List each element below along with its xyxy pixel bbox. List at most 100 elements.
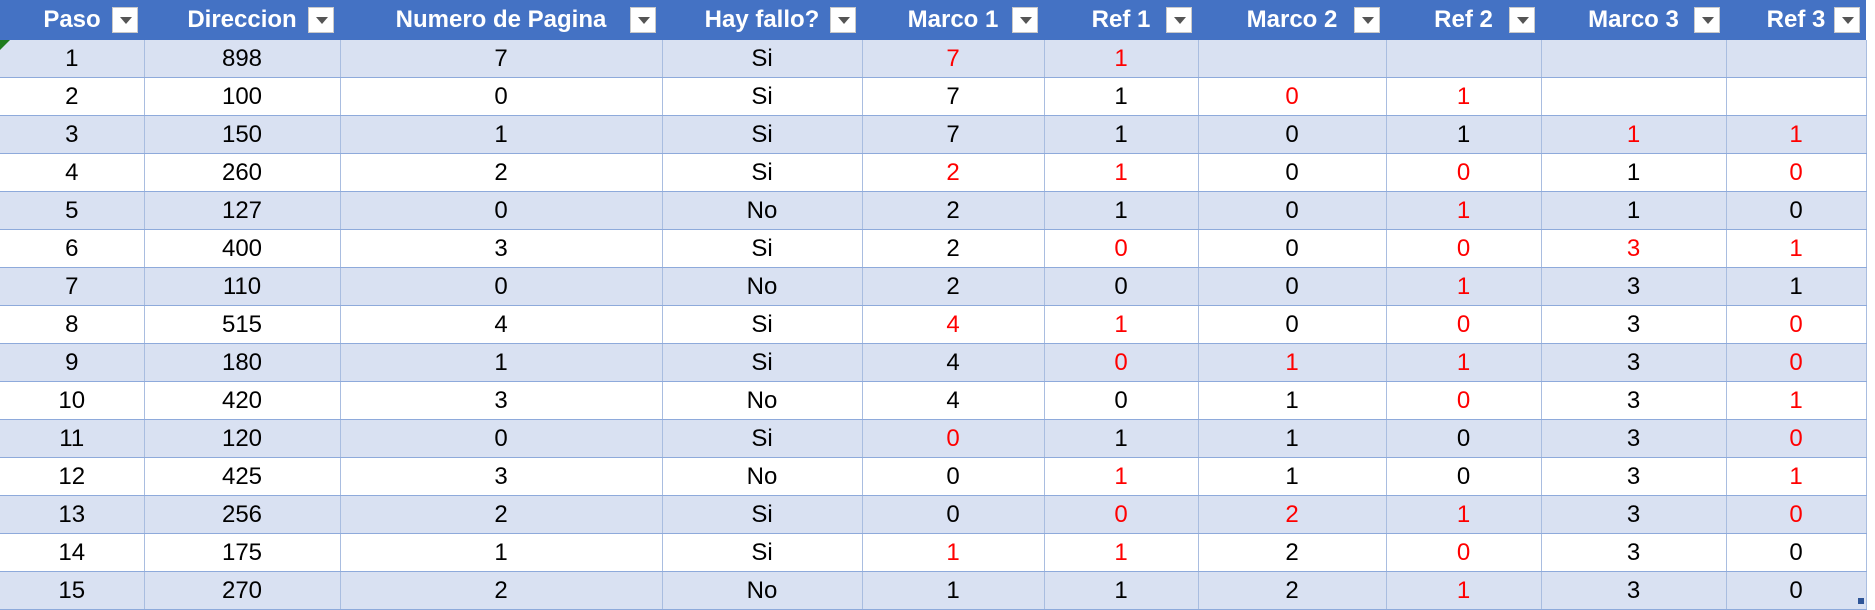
table-cell[interactable]: 150: [144, 115, 341, 154]
table-cell[interactable]: 2: [862, 229, 1045, 268]
table-cell[interactable]: 1: [1726, 457, 1867, 496]
table-cell[interactable]: 1: [340, 343, 663, 382]
table-cell[interactable]: 0: [1726, 533, 1867, 572]
table-cell[interactable]: 1: [1386, 571, 1542, 610]
table-cell[interactable]: Si: [662, 305, 863, 344]
table-cell[interactable]: Si: [662, 229, 863, 268]
table-cell[interactable]: 0: [862, 495, 1045, 534]
table-cell[interactable]: No: [662, 381, 863, 420]
column-header-paso[interactable]: Paso: [0, 0, 144, 40]
filter-dropdown-icon[interactable]: [308, 7, 334, 33]
table-cell[interactable]: 5: [0, 191, 145, 230]
table-cell[interactable]: 1: [1044, 115, 1199, 154]
filter-dropdown-icon[interactable]: [830, 7, 856, 33]
table-cell[interactable]: 7: [862, 77, 1045, 116]
table-cell[interactable]: 2: [1198, 533, 1387, 572]
table-cell[interactable]: 3: [1541, 381, 1727, 420]
table-cell[interactable]: 1: [1386, 267, 1542, 306]
table-cell[interactable]: 260: [144, 153, 341, 192]
table-cell[interactable]: 1: [1541, 153, 1727, 192]
table-cell[interactable]: 1: [1541, 191, 1727, 230]
table-cell[interactable]: Si: [662, 343, 863, 382]
table-cell[interactable]: [1386, 40, 1542, 78]
table-cell[interactable]: [1541, 77, 1727, 116]
table-cell[interactable]: 0: [1386, 381, 1542, 420]
table-cell[interactable]: 1: [1044, 153, 1199, 192]
table-cell[interactable]: 2: [862, 191, 1045, 230]
filter-dropdown-icon[interactable]: [1012, 7, 1038, 33]
table-cell[interactable]: Si: [662, 419, 863, 458]
table-cell[interactable]: 2: [862, 267, 1045, 306]
table-cell[interactable]: 1: [1726, 115, 1867, 154]
table-cell[interactable]: 3: [1541, 571, 1727, 610]
table-cell[interactable]: Si: [662, 533, 863, 572]
table-cell[interactable]: 0: [1726, 495, 1867, 534]
table-cell[interactable]: [1726, 40, 1867, 78]
table-cell[interactable]: 2: [862, 153, 1045, 192]
column-header-marco-1[interactable]: Marco 1: [862, 0, 1044, 40]
table-cell[interactable]: 0: [1386, 229, 1542, 268]
table-cell[interactable]: No: [662, 571, 863, 610]
table-cell[interactable]: 1: [1726, 381, 1867, 420]
table-cell[interactable]: 0: [1198, 115, 1387, 154]
column-header-marco-2[interactable]: Marco 2: [1198, 0, 1386, 40]
table-resize-handle[interactable]: [1858, 598, 1864, 604]
filter-dropdown-icon[interactable]: [112, 7, 138, 33]
column-header-marco-3[interactable]: Marco 3: [1541, 0, 1726, 40]
table-cell[interactable]: 1: [1044, 533, 1199, 572]
table-cell[interactable]: 3: [1541, 495, 1727, 534]
table-cell[interactable]: 1: [862, 533, 1045, 572]
table-cell[interactable]: 0: [1726, 305, 1867, 344]
column-header-hay-fallo[interactable]: Hay fallo?: [662, 0, 862, 40]
table-cell[interactable]: 6: [0, 229, 145, 268]
table-cell[interactable]: Si: [662, 153, 863, 192]
table-cell[interactable]: 0: [340, 77, 663, 116]
table-cell[interactable]: 898: [144, 40, 341, 78]
column-header-numero-de-pagina[interactable]: Numero de Pagina: [340, 0, 662, 40]
table-cell[interactable]: 10: [0, 381, 145, 420]
table-cell[interactable]: 1: [1044, 457, 1199, 496]
filter-dropdown-icon[interactable]: [1834, 7, 1860, 33]
table-cell[interactable]: 0: [1044, 267, 1199, 306]
table-cell[interactable]: 0: [1386, 457, 1542, 496]
table-cell[interactable]: 0: [1726, 153, 1867, 192]
table-cell[interactable]: 0: [1044, 229, 1199, 268]
table-cell[interactable]: 4: [862, 343, 1045, 382]
table-cell[interactable]: No: [662, 191, 863, 230]
table-cell[interactable]: 515: [144, 305, 341, 344]
table-cell[interactable]: 1: [1198, 457, 1387, 496]
table-cell[interactable]: 7: [862, 40, 1045, 78]
table-cell[interactable]: 4: [862, 381, 1045, 420]
filter-dropdown-icon[interactable]: [1166, 7, 1192, 33]
table-cell[interactable]: 8: [0, 305, 145, 344]
table-cell[interactable]: 11: [0, 419, 145, 458]
table-cell[interactable]: 0: [1726, 343, 1867, 382]
table-cell[interactable]: 100: [144, 77, 341, 116]
table-cell[interactable]: 0: [1726, 419, 1867, 458]
filter-dropdown-icon[interactable]: [1694, 7, 1720, 33]
table-cell[interactable]: 256: [144, 495, 341, 534]
table-cell[interactable]: 1: [340, 533, 663, 572]
table-cell[interactable]: 1: [1044, 40, 1199, 78]
table-cell[interactable]: 1: [1198, 419, 1387, 458]
table-cell[interactable]: 1: [1198, 381, 1387, 420]
table-cell[interactable]: 1: [1386, 495, 1542, 534]
table-cell[interactable]: Si: [662, 495, 863, 534]
table-cell[interactable]: 1: [1541, 115, 1727, 154]
table-cell[interactable]: 0: [1044, 381, 1199, 420]
table-cell[interactable]: 4: [862, 305, 1045, 344]
table-cell[interactable]: 7: [0, 267, 145, 306]
table-cell[interactable]: 15: [0, 571, 145, 610]
table-cell[interactable]: 0: [1044, 495, 1199, 534]
table-cell[interactable]: Si: [662, 77, 863, 116]
table-cell[interactable]: 425: [144, 457, 341, 496]
table-cell[interactable]: 2: [1198, 495, 1387, 534]
table-cell[interactable]: 13: [0, 495, 145, 534]
table-cell[interactable]: Si: [662, 40, 863, 78]
table-cell[interactable]: 3: [340, 457, 663, 496]
table-cell[interactable]: 120: [144, 419, 341, 458]
table-cell[interactable]: 1: [0, 40, 145, 78]
table-cell[interactable]: 0: [340, 191, 663, 230]
table-cell[interactable]: 2: [1198, 571, 1387, 610]
table-cell[interactable]: 0: [1198, 153, 1387, 192]
